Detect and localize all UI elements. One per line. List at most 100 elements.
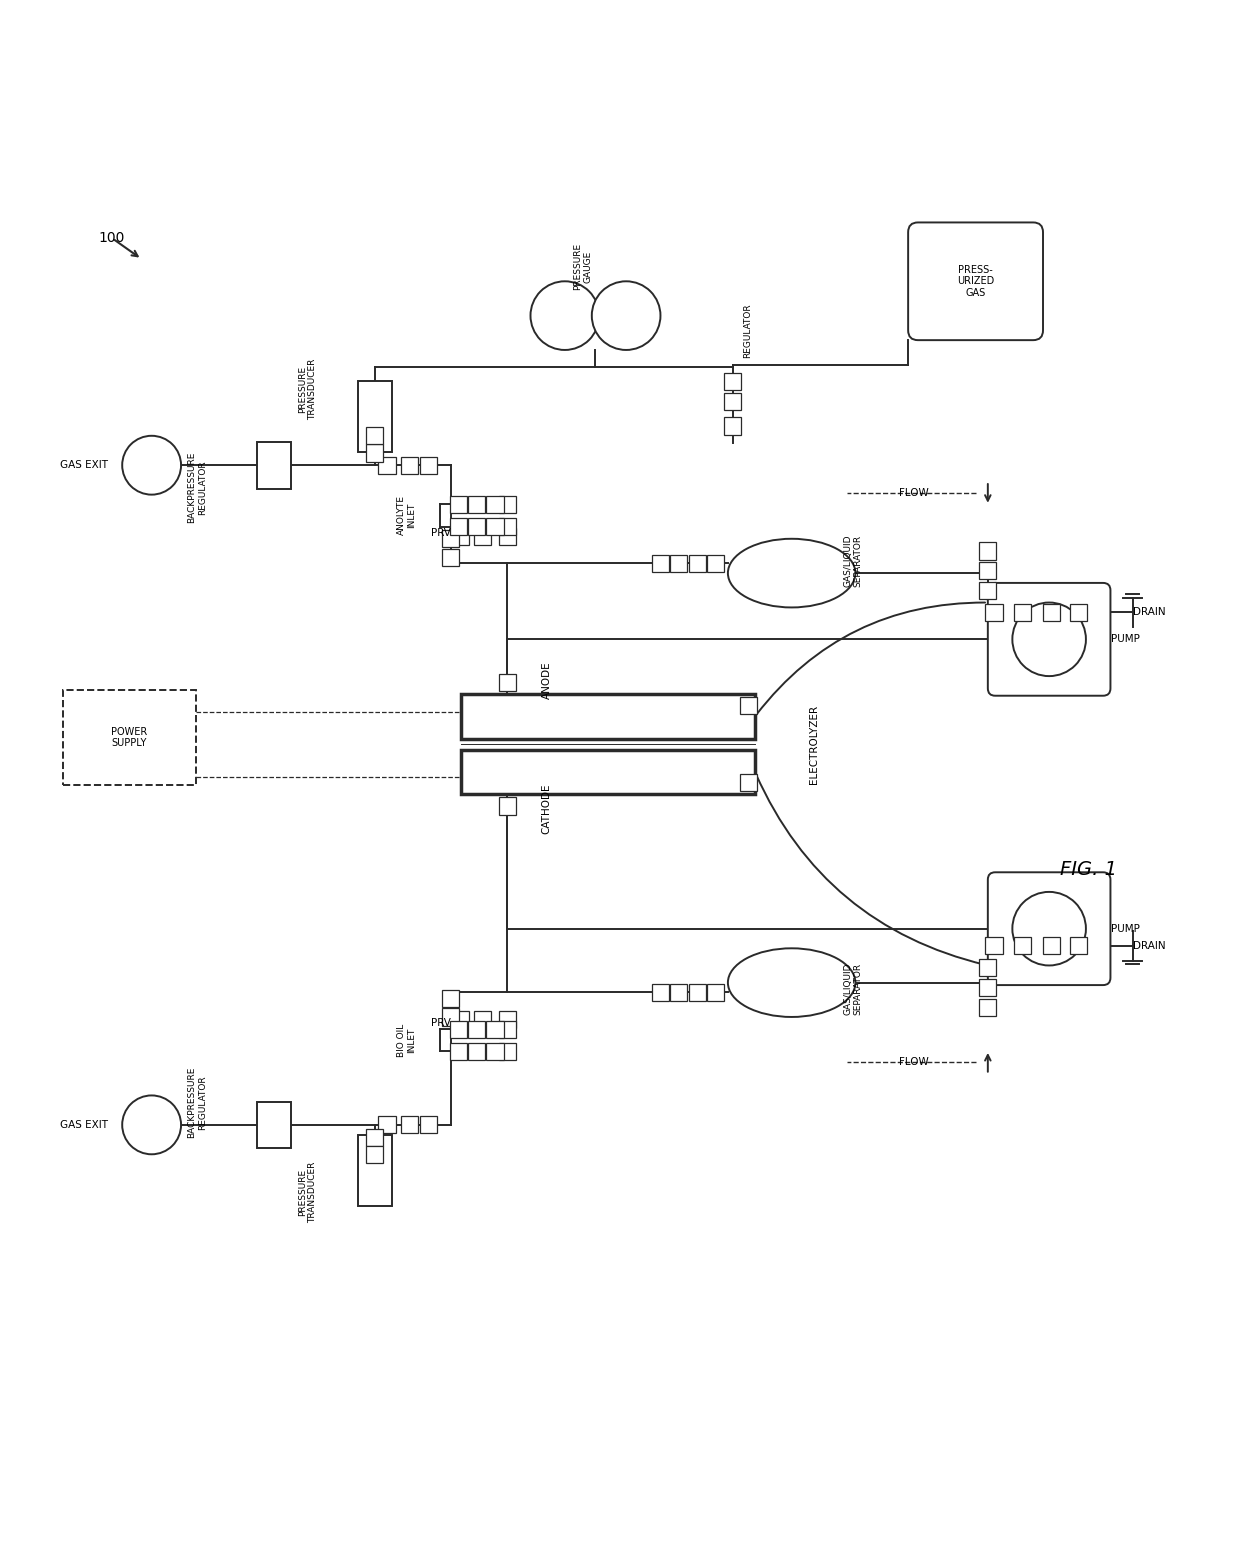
Bar (740, 696, 758, 713)
Bar (450, 1043, 466, 1060)
Text: POWER
SUPPLY: POWER SUPPLY (112, 726, 148, 748)
Bar (467, 1043, 485, 1060)
Text: FIG. 1: FIG. 1 (1060, 861, 1117, 880)
Text: PUMP: PUMP (1111, 635, 1140, 644)
Bar (474, 528, 491, 546)
Bar (257, 442, 291, 489)
Bar (980, 999, 997, 1016)
Ellipse shape (728, 949, 856, 1018)
Bar (366, 1129, 383, 1146)
Bar (498, 1011, 516, 1029)
Bar (652, 983, 670, 1000)
Bar (688, 555, 706, 572)
Bar (498, 798, 516, 815)
Bar (467, 517, 485, 535)
Text: ANODE: ANODE (542, 662, 552, 699)
Text: REGULATOR: REGULATOR (743, 303, 751, 358)
Text: FLOW: FLOW (899, 1057, 929, 1068)
Circle shape (1012, 602, 1086, 676)
Bar (707, 983, 724, 1000)
Bar (420, 456, 438, 474)
Bar (986, 604, 1003, 621)
Bar (467, 495, 485, 513)
Bar (443, 549, 459, 566)
Bar (357, 381, 392, 452)
Bar (724, 394, 742, 411)
Bar (671, 555, 687, 572)
Circle shape (591, 281, 661, 350)
Bar (1013, 604, 1030, 621)
Text: BIO OIL
INLET: BIO OIL INLET (397, 1024, 417, 1057)
Bar (486, 1043, 503, 1060)
Text: BACKPRESSURE
REGULATOR: BACKPRESSURE REGULATOR (187, 452, 207, 524)
Bar (1013, 938, 1030, 955)
Bar (498, 528, 516, 546)
Bar (257, 1102, 291, 1148)
Text: PRESS-
URIZED
GAS: PRESS- URIZED GAS (957, 265, 994, 298)
Text: PRESSURE
TRANSDUCER: PRESSURE TRANSDUCER (298, 1162, 317, 1223)
Bar (366, 426, 383, 444)
Ellipse shape (728, 539, 856, 607)
Bar (63, 690, 196, 786)
Text: PRV: PRV (432, 528, 451, 538)
Bar (443, 1008, 459, 1025)
Text: BACKPRESSURE
REGULATOR: BACKPRESSURE REGULATOR (187, 1068, 207, 1138)
Bar (450, 495, 466, 513)
Bar (1043, 604, 1060, 621)
Bar (980, 960, 997, 977)
Bar (980, 543, 997, 560)
Bar (1070, 938, 1087, 955)
Text: PRV: PRV (432, 1018, 451, 1029)
Text: GAS/LIQUID
SEPARATOR: GAS/LIQUID SEPARATOR (843, 963, 863, 1014)
Bar (724, 417, 742, 434)
Bar (460, 750, 755, 793)
Bar (986, 938, 1003, 955)
Bar (498, 674, 516, 691)
Bar (498, 517, 516, 535)
Bar (467, 1021, 485, 1038)
Text: GAS EXIT: GAS EXIT (61, 1120, 108, 1131)
Text: 100: 100 (98, 232, 124, 245)
Bar (740, 775, 758, 792)
Text: GAS/LIQUID
SEPARATOR: GAS/LIQUID SEPARATOR (843, 535, 863, 586)
Circle shape (123, 1096, 181, 1154)
Bar (707, 555, 724, 572)
Bar (366, 444, 383, 461)
Bar (378, 1116, 396, 1134)
Bar (724, 373, 742, 390)
FancyBboxPatch shape (988, 583, 1111, 696)
Text: GAS EXIT: GAS EXIT (61, 461, 108, 470)
Bar (453, 1011, 469, 1029)
Bar (420, 1116, 438, 1134)
Text: ANOLYTE
INLET: ANOLYTE INLET (397, 495, 417, 536)
FancyBboxPatch shape (988, 872, 1111, 985)
Bar (980, 561, 997, 579)
Text: FLOW: FLOW (899, 488, 929, 499)
Bar (498, 495, 516, 513)
Bar (486, 517, 503, 535)
Bar (378, 456, 396, 474)
Circle shape (123, 436, 181, 494)
Bar (366, 1146, 383, 1163)
Text: DRAIN: DRAIN (1133, 607, 1166, 618)
Bar (443, 989, 459, 1007)
Bar (486, 1021, 503, 1038)
Bar (671, 983, 687, 1000)
Text: PRESSURE
GAUGE: PRESSURE GAUGE (574, 243, 593, 290)
Bar (401, 1116, 418, 1134)
Bar (688, 983, 706, 1000)
Bar (1070, 604, 1087, 621)
Bar (460, 695, 755, 739)
FancyBboxPatch shape (908, 223, 1043, 340)
Bar (450, 517, 466, 535)
Bar (357, 1135, 392, 1206)
Bar (450, 1021, 466, 1038)
Bar (443, 530, 459, 547)
Circle shape (531, 281, 599, 350)
Bar (1043, 938, 1060, 955)
Bar (498, 1043, 516, 1060)
Circle shape (1012, 892, 1086, 966)
Text: PRESSURE
TRANSDUCER: PRESSURE TRANSDUCER (298, 359, 317, 420)
Text: PUMP: PUMP (1111, 924, 1140, 933)
Bar (980, 582, 997, 599)
